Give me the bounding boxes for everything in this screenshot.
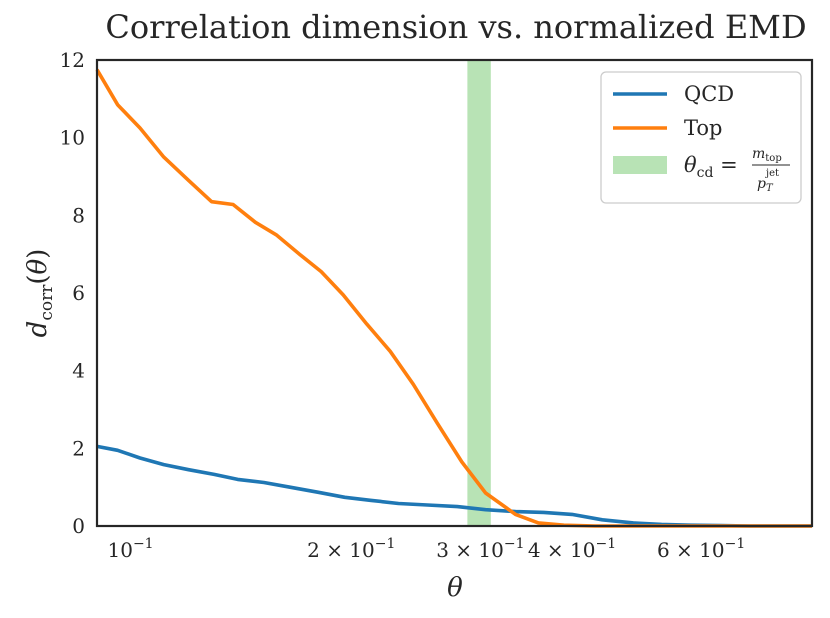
x-tick-label: 6 × 10−1	[657, 536, 745, 562]
ticks: 0 2 4 6 8 10 12 10−1 2 × 10−1 3 × 10−1 4 × 10−1 6 ×…	[60, 48, 746, 562]
theta-cd-band	[467, 60, 491, 526]
svg-text:dcorr(θ): dcorr(θ)	[23, 249, 57, 338]
x-tick-label: 3 × 10−1	[436, 536, 524, 562]
svg-text:jet: jet	[765, 168, 779, 179]
series-line-qcd	[96, 444, 812, 528]
legend-label-theta-cd: θcd = mtop pT jet	[684, 146, 790, 194]
y-tick-label: 12	[60, 48, 85, 72]
y-axis-label: dcorr(θ)	[23, 249, 57, 338]
legend-label-qcd: QCD	[684, 82, 734, 106]
legend-label-top: Top	[684, 116, 722, 140]
x-tick-label: 2 × 10−1	[307, 536, 395, 562]
y-tick-label: 0	[72, 514, 85, 538]
legend-swatch-theta-cd	[613, 156, 667, 174]
y-tick-label: 6	[72, 281, 85, 305]
x-axis-label: θ	[447, 573, 463, 603]
plot-frame	[95, 58, 814, 528]
x-tick-label: 4 × 10−1	[528, 536, 616, 562]
chart-title: Correlation dimension vs. normalized EMD	[105, 8, 806, 46]
y-tick-label: 4	[72, 359, 85, 383]
svg-text:mtop: mtop	[752, 146, 782, 164]
y-tick-label: 2	[72, 436, 85, 460]
x-tick-label: 10−1	[108, 536, 154, 562]
y-tick-label: 10	[60, 126, 85, 150]
y-tick-label: 8	[72, 203, 85, 227]
svg-text:θcd =: θcd =	[684, 153, 738, 181]
svg-text:pT: pT	[757, 176, 774, 194]
legend: QCD Top θcd = mtop pT jet	[600, 71, 802, 204]
